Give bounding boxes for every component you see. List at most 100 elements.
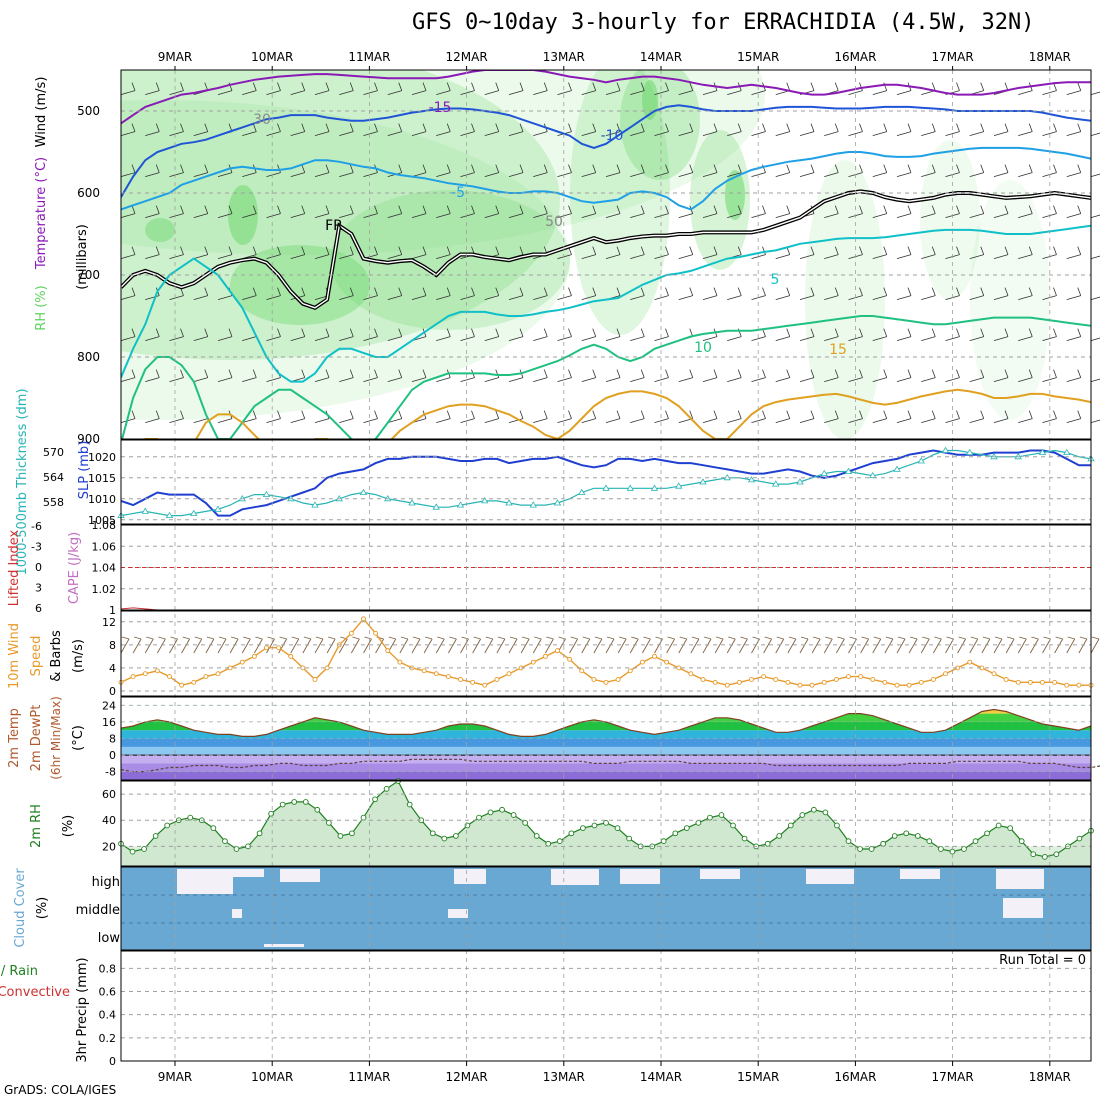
rh2m-point xyxy=(187,814,194,821)
wind10-barb xyxy=(811,638,821,654)
wind10-barb-flag xyxy=(570,636,578,640)
temp-tick-label: 24 xyxy=(102,699,116,712)
lifted-tick-label: -6 xyxy=(31,520,42,533)
date-label-top: 14MAR xyxy=(640,50,682,64)
wind-barb xyxy=(678,82,694,95)
wind-axis-label: Wind (m/s) xyxy=(34,77,49,148)
wind-barb xyxy=(848,82,863,95)
wind10-barb-flag xyxy=(437,636,445,640)
rh2m-point xyxy=(880,840,886,847)
wind-barb xyxy=(799,246,815,259)
wind-barb xyxy=(533,410,548,423)
wind-barb-shaft xyxy=(387,377,402,382)
wind-barb xyxy=(266,82,281,95)
wind-barb-flag xyxy=(180,205,184,214)
wind-barb-shaft xyxy=(242,336,257,341)
wind-barb-flag xyxy=(228,328,233,337)
wind10-barb-flag xyxy=(231,636,239,640)
rh2m-point xyxy=(1076,835,1083,842)
wind-barb xyxy=(460,369,475,382)
wind10-barb-flag xyxy=(255,636,263,640)
wind-barb-shaft xyxy=(727,131,742,136)
wind-barb xyxy=(1090,419,1100,423)
slp-tick-label: 1020 xyxy=(88,451,116,464)
wind10-barb xyxy=(132,638,142,654)
wind-barb-shaft xyxy=(411,295,427,300)
wind10-barb-flag xyxy=(703,636,712,640)
wind-barb-flag xyxy=(301,205,306,214)
cloud-cover-fill xyxy=(121,867,1091,950)
wind10-barb-flag xyxy=(364,636,372,640)
wind-barb-shaft xyxy=(605,213,621,218)
wind10-barb-flag xyxy=(522,636,530,640)
wind-barb-shaft xyxy=(1042,418,1057,423)
wind-barb-flag xyxy=(689,369,694,378)
wind-barb-shaft xyxy=(969,254,984,259)
wind-barb-flag xyxy=(471,328,475,337)
wind-barb-shaft xyxy=(727,295,742,300)
wind-barb xyxy=(193,205,209,218)
wind-barb xyxy=(605,164,621,177)
cape-tick-label: 1.08 xyxy=(92,519,117,532)
wind-barb xyxy=(630,246,645,259)
wind-barb xyxy=(702,123,718,136)
wind-barb xyxy=(1066,246,1082,259)
thickness-point xyxy=(820,469,828,476)
wind-barb-shaft xyxy=(339,172,354,177)
cloud-clear-segment xyxy=(620,869,660,884)
wind-barb xyxy=(363,410,378,423)
wind10-barb-flag xyxy=(449,636,457,640)
wind-barb-flag xyxy=(1077,410,1082,419)
wind-barb-shaft xyxy=(557,213,572,218)
wind-barb-shaft xyxy=(533,131,548,136)
wind-barb-flag xyxy=(155,246,160,255)
wind-barb-shaft xyxy=(242,131,257,136)
wind-barb-shaft xyxy=(290,418,305,423)
wind10-barb xyxy=(532,638,542,654)
wind-barb-shaft xyxy=(848,418,863,423)
wind-barb-shaft xyxy=(363,131,378,136)
wind-barb xyxy=(581,82,597,95)
wind-barb-flag xyxy=(616,205,621,214)
wind-barb-flag xyxy=(956,205,960,214)
run-total-label: Run Total = 0 xyxy=(999,953,1086,968)
wind-barb-shaft xyxy=(193,336,208,341)
wind-barb xyxy=(848,328,863,341)
wind10-barb-flag xyxy=(243,636,251,640)
wind-barb-flag xyxy=(446,287,451,296)
contour-label: FR xyxy=(325,218,343,234)
wind-barb xyxy=(581,328,597,341)
wind-barb-shaft xyxy=(896,295,912,300)
rh2m-point xyxy=(891,833,898,839)
wind-barb-shaft xyxy=(339,295,354,300)
wind-barb xyxy=(969,164,985,177)
wind-barb xyxy=(702,246,718,259)
thickness-point xyxy=(626,484,634,491)
wind-barb-shaft xyxy=(460,172,475,177)
wind10-point xyxy=(167,674,172,680)
wind-barb-shaft xyxy=(460,418,475,423)
wind-barb xyxy=(120,123,136,136)
wind10-barb-flag xyxy=(740,636,748,640)
wind-barb xyxy=(242,410,257,423)
wind-barb xyxy=(169,369,184,382)
wind-barb xyxy=(1090,296,1100,300)
wind-barb-flag xyxy=(640,410,645,419)
wind-barb-flag xyxy=(640,246,645,255)
contour-label: 30 xyxy=(253,112,271,128)
wind-barb-flag xyxy=(349,369,354,378)
wind-barb xyxy=(1018,246,1033,259)
wind-barb-flag xyxy=(155,328,160,337)
wind-barb-shaft xyxy=(1042,377,1057,382)
wind10-point xyxy=(603,679,609,685)
wind-barb-shaft xyxy=(969,418,984,423)
wind-barb-shaft xyxy=(654,213,669,218)
wind-barb-flag xyxy=(834,205,839,214)
wind-barb-flag xyxy=(859,246,863,255)
rh2m-point xyxy=(1030,851,1037,858)
wind-barb-flag xyxy=(737,123,742,132)
rh2m-point xyxy=(383,785,390,792)
wind-barb-shaft xyxy=(775,418,790,423)
wind-barb-flag xyxy=(543,410,548,419)
wind-barb-flag xyxy=(980,246,985,255)
